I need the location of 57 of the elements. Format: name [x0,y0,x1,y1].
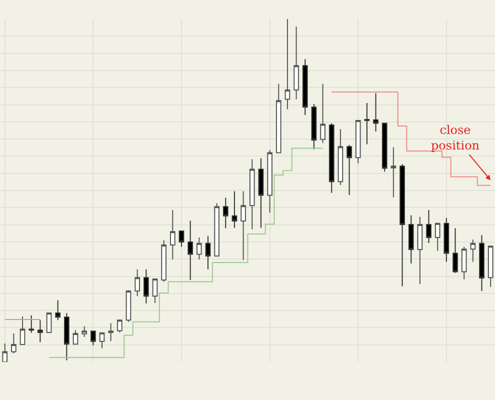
candlestick [90,330,96,346]
candlestick [196,236,202,260]
candlestick [284,19,290,110]
candlestick [417,216,423,285]
candlestick [152,278,158,304]
candlestick [355,120,361,164]
candlestick [249,158,255,230]
candlestick [400,164,405,287]
candlestick [108,322,114,342]
candlestick [267,150,272,214]
candlestick [320,83,326,144]
candlestick [188,220,193,281]
candlestick [214,202,220,257]
candlestick [134,268,140,297]
candlestick [408,214,414,264]
candlestick [258,158,264,228]
candlestick [11,333,16,354]
candlestick [328,122,334,194]
candlestick [479,234,484,292]
candlestick [28,314,34,334]
candlestick [373,92,378,132]
candlestick [82,326,87,338]
candlestick [461,246,467,280]
candlestick [20,316,26,346]
candlestick [232,190,238,228]
candlestick [382,122,388,172]
candlestick [276,83,282,154]
candlestick [178,230,184,248]
candlestick [240,190,246,261]
candlestick [364,102,370,145]
candlestick [72,330,78,345]
candlestick [294,26,299,100]
candlestick [434,222,440,252]
candlestick [390,146,396,198]
candlestick [205,236,211,270]
candlestick [444,217,450,262]
candlestick [222,197,228,229]
candlestick [470,239,476,262]
candlestick [452,228,458,274]
candlestick [311,104,317,150]
annotation: close position [431,123,480,153]
candlestick [488,246,494,288]
candlestick [338,128,344,186]
candlestick [55,300,61,321]
candlestick [161,240,166,282]
candlestick [64,312,70,361]
candlestick [170,210,176,260]
candlestick [2,342,8,362]
candlestick [144,268,149,304]
candlestick [346,144,352,196]
candlestick [38,320,43,343]
candlestick [117,318,122,333]
candlestick [99,332,105,349]
candlestick [126,290,132,322]
candlestick [46,312,52,333]
candlestick [426,210,432,244]
candlestick [302,58,308,116]
